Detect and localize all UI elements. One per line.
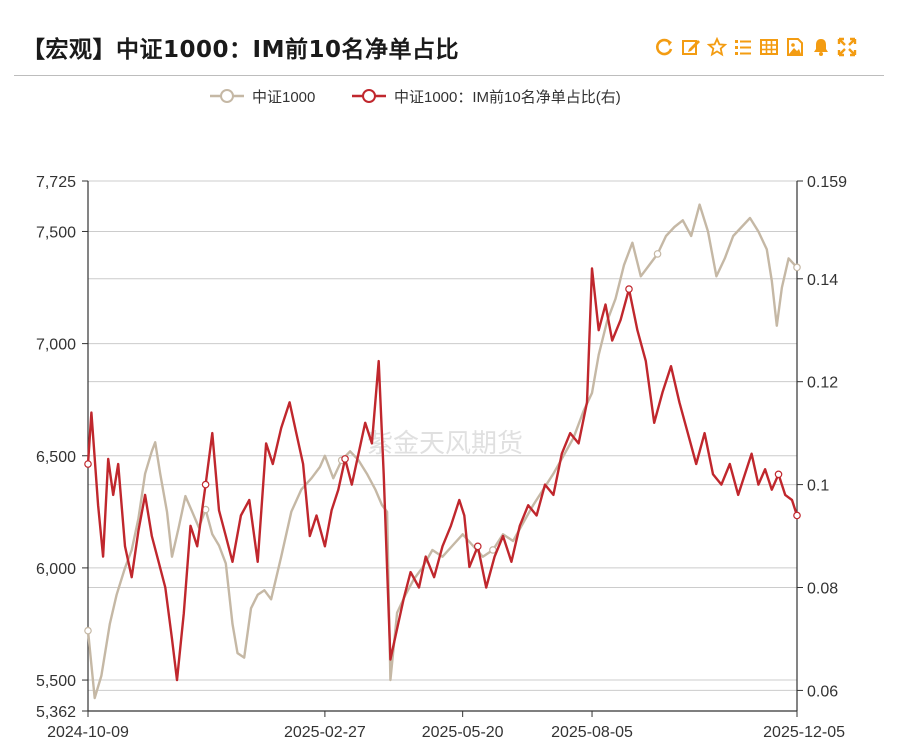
fullscreen-icon[interactable] [837, 37, 857, 57]
legend-marker [220, 89, 234, 103]
data-point [793, 263, 801, 272]
data-point [793, 511, 801, 520]
legend-marker [362, 89, 376, 103]
right-tick-label: 0.06 [807, 683, 838, 700]
x-tick-label: 2024-10-09 [47, 724, 129, 741]
watermark: 紫金天风期货 [367, 428, 523, 458]
right-tick-label: 0.1 [807, 478, 829, 495]
left-tick-label: 5,362 [36, 704, 76, 721]
data-point [201, 480, 210, 489]
table-icon[interactable] [759, 37, 779, 57]
chart-toolbar [655, 37, 857, 57]
data-point [84, 460, 92, 468]
data-point [774, 470, 783, 479]
refresh-icon[interactable] [655, 37, 675, 57]
x-tick-label: 2025-08-05 [551, 724, 633, 741]
list-icon[interactable] [733, 37, 753, 57]
data-point [625, 285, 633, 293]
data-point [341, 455, 349, 463]
axes: 0.159 0.14 0.12 0.1 0.08 0.06 7,725 7,500 7,000 6… [36, 174, 847, 741]
data-point [84, 626, 92, 635]
right-tick-label: 0.159 [807, 174, 847, 191]
image-icon[interactable] [785, 37, 805, 57]
right-tick-label: 0.14 [807, 272, 838, 289]
left-tick-label: 7,000 [36, 337, 76, 354]
series-layer [84, 203, 801, 700]
data-point [473, 542, 482, 551]
star-icon[interactable] [707, 37, 727, 57]
edit-icon[interactable] [681, 37, 701, 57]
legend-item-2[interactable]: 中证1000：IM前10名净单占比(右) [352, 89, 621, 106]
bell-icon[interactable] [811, 37, 831, 57]
legend-label: 中证1000 [252, 89, 315, 106]
left-tick-label: 7,725 [36, 174, 76, 191]
left-tick-label: 6,000 [36, 561, 76, 578]
legend-item-1[interactable]: 中证1000 [210, 89, 315, 106]
data-point [653, 250, 662, 258]
legend-label: 中证1000：IM前10名净单占比(右) [394, 89, 621, 106]
page-title: 【宏观】中证1000：IM前10名净单占比 [22, 37, 459, 63]
header-divider [14, 75, 884, 76]
series-line-2 [86, 267, 799, 682]
left-tick-label: 6,500 [36, 449, 76, 466]
x-tick-label: 2025-02-27 [284, 724, 366, 741]
left-tick-label: 5,500 [36, 673, 76, 690]
right-tick-label: 0.08 [807, 581, 838, 598]
right-tick-label: 0.12 [807, 375, 838, 392]
x-tick-label: 2025-12-05 [763, 724, 845, 741]
x-tick-label: 2025-05-20 [422, 724, 504, 741]
left-tick-label: 7,500 [36, 224, 76, 241]
legend: 中证1000 中证1000：IM前10名净单占比(右) [210, 89, 621, 106]
